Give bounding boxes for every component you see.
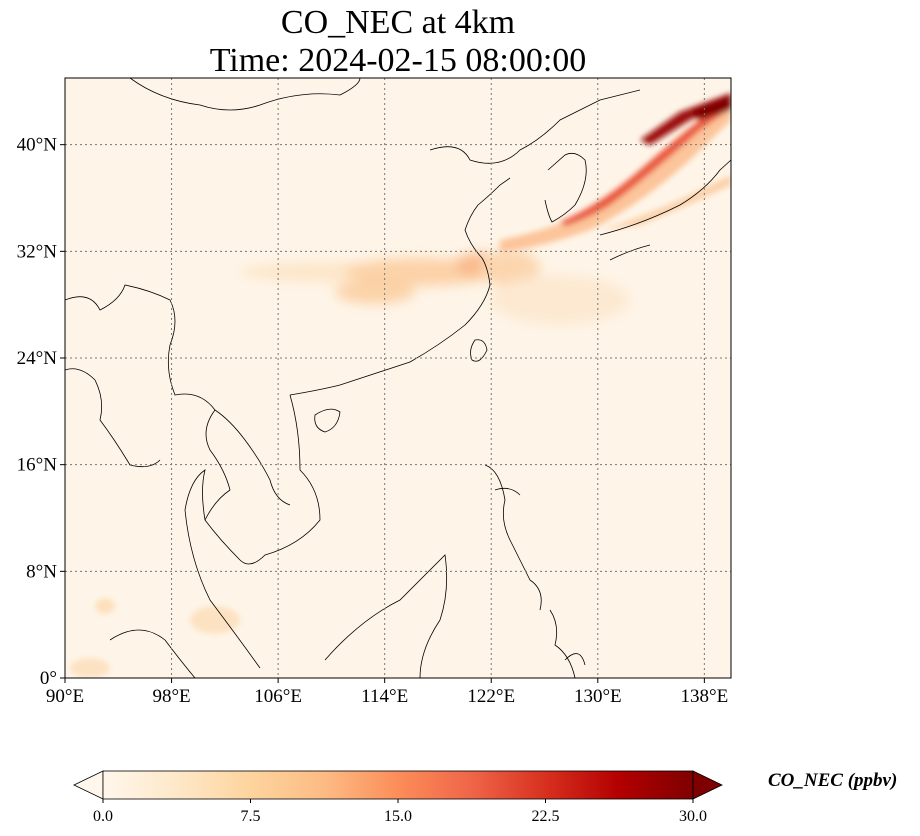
coastlines [65,78,731,678]
colorbar-gradient [102,770,694,800]
lon-tick-label: 130°E [574,686,622,707]
lon-tick-label: 90°E [46,686,84,707]
colorbar-extend-max [692,770,723,800]
lat-tick-label: 24°N [17,348,58,369]
colorbar-tick-label: 15.0 [384,808,412,825]
plume-northeast [500,93,731,252]
plume-east-china [240,250,630,325]
colorbar-tick-label: 7.5 [241,808,261,825]
colorbar-tick-label: 0.0 [93,808,113,825]
gridlines [65,78,731,678]
map-frame [64,77,732,679]
map-subtitle-time: Time: 2024-02-15 08:00:00 [209,42,587,79]
lon-tick-label: 106°E [254,686,302,707]
colorbar-extend-min [73,770,104,800]
lat-tick-label: 0° [40,668,57,689]
map-title: CO_NEC at 4km [280,4,516,41]
longitude-axis: 90°E 98°E 106°E 114°E 122°E 130°E 138°E [46,678,728,707]
lat-tick-label: 40°N [17,135,58,156]
concentration-field [65,78,731,678]
lon-tick-label: 114°E [361,686,408,707]
colorbar: 0.0 7.5 15.0 22.5 30.0 [73,770,723,825]
lat-tick-label: 32°N [17,241,58,262]
lat-tick-label: 16°N [17,455,58,476]
plume-southeast-asia [70,598,240,678]
colorbar-tick-label: 22.5 [532,808,560,825]
lon-tick-label: 122°E [467,686,515,707]
colorbar-label: CO_NEC (ppbv) [768,770,898,791]
lon-tick-label: 138°E [681,686,729,707]
colorbar-tick-label: 30.0 [679,808,707,825]
latitude-axis: 0° 8°N 16°N 24°N 32°N 40°N [17,135,65,689]
lat-tick-label: 8°N [26,561,57,582]
colorbar-ticks: 0.0 7.5 15.0 22.5 30.0 [93,799,707,825]
lon-tick-label: 98°E [152,686,190,707]
